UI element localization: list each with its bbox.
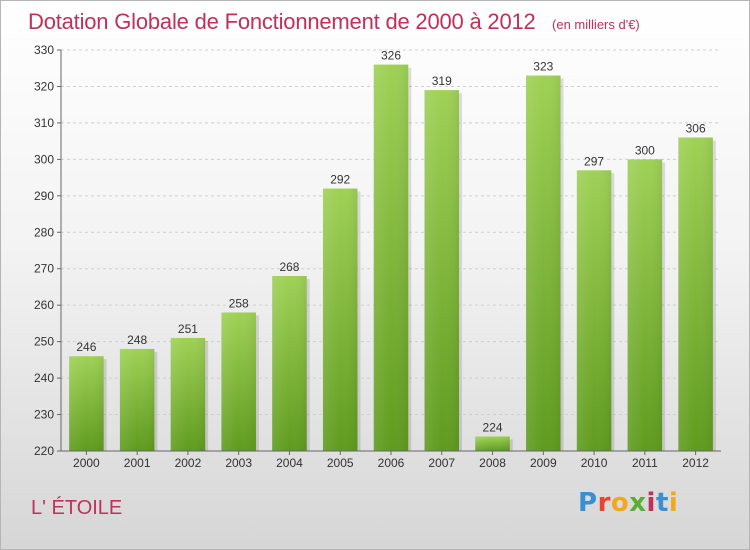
- x-tick-label: 2002: [175, 456, 202, 470]
- proxiti-logo: Proxiti: [578, 488, 678, 518]
- logo-letter: x: [629, 488, 647, 518]
- x-tick-label: 2009: [530, 456, 557, 470]
- bars: 246 248 251 258 268 292 326 319 224 323 297 300 306: [69, 49, 716, 452]
- data-label: 268: [279, 260, 299, 274]
- data-label: 297: [584, 154, 604, 168]
- y-tick-label: 240: [34, 371, 54, 385]
- bar-shine: [373, 64, 409, 451]
- logo-letter: r: [597, 488, 611, 518]
- x-tick-label: 2001: [124, 456, 151, 470]
- x-tick-label: 2006: [378, 456, 405, 470]
- data-label: 224: [483, 420, 503, 434]
- logo-letter: o: [610, 488, 630, 518]
- bar-shine: [576, 170, 612, 452]
- data-label: 292: [330, 173, 350, 187]
- bar-shine: [475, 436, 510, 451]
- data-label: 248: [127, 333, 147, 347]
- chart-title: Dotation Globale de Fonctionnement de 20…: [28, 9, 536, 34]
- y-tick-label: 320: [34, 79, 54, 93]
- bar-shine: [119, 348, 155, 451]
- bar-shine: [627, 159, 663, 451]
- bar-shine: [221, 312, 256, 451]
- chart-title-row: Dotation Globale de Fonctionnement de 20…: [28, 9, 640, 35]
- x-tick-label: 2000: [73, 456, 100, 470]
- x-tick-label: 2003: [225, 456, 252, 470]
- x-tick-label: 2007: [428, 456, 455, 470]
- y-tick-label: 290: [34, 189, 54, 203]
- x-tick-label: 2012: [682, 456, 709, 470]
- bar-shine: [322, 188, 358, 451]
- bar-shine: [272, 276, 307, 451]
- chart-unit: (en milliers d'€): [552, 17, 640, 32]
- logo-letter: i: [646, 488, 656, 518]
- bar-shine: [424, 90, 460, 451]
- y-tick-label: 310: [34, 116, 54, 130]
- y-tick-label: 300: [34, 152, 54, 166]
- logo-letter: i: [668, 488, 679, 518]
- y-tick-label: 330: [34, 43, 54, 57]
- x-tick-label: 2010: [581, 456, 608, 470]
- data-label: 251: [178, 322, 198, 336]
- y-tick-label: 230: [34, 408, 54, 422]
- x-tick-label: 2008: [479, 456, 506, 470]
- axes: 220 230 240 250 260 270 280 290 300 310 320 330 2000…: [34, 43, 721, 470]
- data-label: 258: [229, 296, 249, 310]
- bar-shine: [678, 137, 713, 451]
- x-tick-label: 2005: [327, 456, 354, 470]
- data-label: 326: [381, 49, 401, 63]
- data-label: 300: [635, 143, 655, 157]
- y-tick-label: 220: [34, 444, 54, 458]
- x-tick-label: 2004: [276, 456, 303, 470]
- data-label: 246: [76, 340, 96, 354]
- data-label: 306: [686, 121, 706, 135]
- bar-shine: [170, 337, 206, 451]
- y-tick-label: 280: [34, 225, 54, 239]
- x-tick-label: 2011: [632, 456, 658, 470]
- bar-shine: [69, 356, 104, 451]
- data-label: 323: [533, 60, 553, 74]
- commune-name: L' ÉTOILE: [31, 497, 123, 519]
- y-tick-label: 260: [34, 298, 54, 312]
- bar-shine: [526, 75, 561, 451]
- logo-letter: t: [655, 488, 669, 518]
- y-tick-label: 270: [34, 262, 54, 276]
- y-tick-label: 250: [34, 335, 54, 349]
- logo-letter: P: [578, 488, 598, 518]
- data-label: 319: [432, 74, 452, 88]
